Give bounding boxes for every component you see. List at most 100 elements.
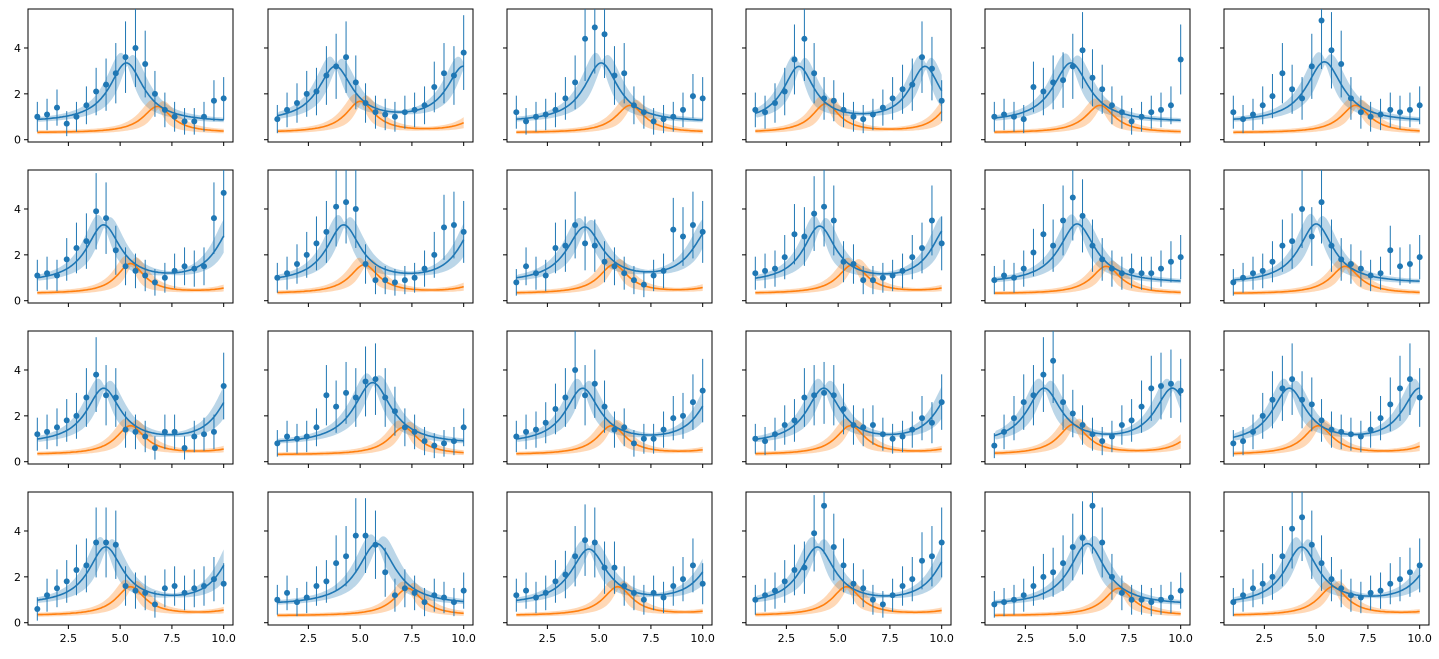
data-point: [660, 267, 667, 274]
plot-area: [274, 15, 467, 134]
data-point: [919, 54, 926, 61]
x-tick-label: 10.0: [1407, 632, 1432, 645]
data-point: [1079, 212, 1086, 219]
data-point: [171, 583, 178, 590]
data-point: [431, 442, 438, 449]
axes-frame: [984, 8, 1191, 143]
data-point: [1108, 573, 1115, 580]
data-point: [850, 422, 857, 429]
data-point: [73, 113, 80, 120]
data-point: [210, 428, 217, 435]
subplot-3-2: [264, 330, 474, 468]
data-point: [1367, 426, 1374, 433]
data-point: [938, 240, 945, 247]
data-point: [1347, 95, 1354, 102]
data-point: [1259, 267, 1266, 274]
data-point: [142, 61, 149, 68]
axes-frame: [984, 491, 1191, 626]
data-point: [1060, 77, 1067, 84]
data-point: [889, 95, 896, 102]
data-point: [899, 433, 906, 440]
subplot-4-6: 2.5 5.0 7.5 10.0: [1220, 491, 1432, 645]
data-point: [53, 272, 60, 279]
data-point: [313, 583, 320, 590]
model-line: [755, 225, 943, 279]
data-point: [830, 217, 837, 224]
axes-frame: [267, 491, 474, 626]
data-point: [220, 383, 227, 390]
data-point: [670, 583, 677, 590]
data-point: [1387, 247, 1394, 254]
component-line: [994, 265, 1181, 294]
data-point: [689, 399, 696, 406]
data-point: [650, 118, 657, 125]
data-point: [210, 215, 217, 222]
component-line: [1233, 424, 1420, 455]
data-point: [220, 580, 227, 587]
data-point: [1138, 403, 1145, 410]
data-point: [1099, 86, 1106, 93]
data-point: [821, 389, 828, 396]
data-point: [63, 578, 70, 585]
data-point: [83, 394, 90, 401]
axes-frame: [1223, 491, 1430, 626]
data-point: [1010, 596, 1017, 603]
data-point: [781, 254, 788, 261]
component-line: [994, 423, 1182, 454]
data-point: [63, 256, 70, 263]
data-point: [1030, 392, 1037, 399]
x-tick-label: 2.5: [60, 632, 78, 645]
data-point: [1177, 56, 1184, 63]
data-point: [1079, 422, 1086, 429]
data-point: [1249, 428, 1256, 435]
x-tick-label: 2.5: [1256, 632, 1274, 645]
data-point: [562, 95, 569, 102]
data-point: [572, 79, 579, 86]
data-point: [431, 592, 438, 599]
data-point: [1269, 396, 1276, 403]
data-point: [1397, 576, 1404, 583]
data-point: [352, 205, 359, 212]
data-point: [352, 79, 359, 86]
axes-frame: [267, 330, 474, 465]
data-point: [284, 270, 291, 277]
data-point: [1279, 385, 1286, 392]
y-tick-label: 4: [14, 364, 21, 377]
data-point: [1318, 17, 1325, 24]
data-point: [601, 31, 608, 38]
data-point: [274, 274, 281, 281]
data-point: [1347, 261, 1354, 268]
data-point: [1338, 428, 1345, 435]
data-point: [791, 231, 798, 238]
data-point: [151, 90, 158, 97]
data-point: [909, 254, 916, 261]
data-point: [333, 203, 340, 210]
y-tick-label: 4: [14, 42, 21, 55]
data-point: [1230, 279, 1237, 286]
data-point: [1347, 592, 1354, 599]
data-point: [460, 587, 467, 594]
data-point: [1338, 61, 1345, 68]
data-point: [1010, 415, 1017, 422]
data-point: [1118, 109, 1125, 116]
model-line: [755, 546, 943, 600]
component-line: [37, 105, 224, 134]
credible-band: [516, 540, 703, 603]
data-point: [860, 277, 867, 284]
subplot-1-5: [981, 8, 1191, 146]
data-point: [1397, 109, 1404, 116]
data-point: [938, 97, 945, 104]
data-point: [1010, 274, 1017, 281]
axes-frame: [984, 330, 1191, 465]
plot-area: [274, 343, 467, 459]
y-tick-label: 4: [14, 203, 21, 216]
data-point: [382, 569, 389, 576]
data-point: [181, 118, 188, 125]
data-point: [112, 70, 119, 77]
data-point: [1020, 592, 1027, 599]
credible-band: [277, 373, 464, 444]
data-point: [73, 244, 80, 251]
data-point: [640, 596, 647, 603]
data-point: [1308, 63, 1315, 70]
